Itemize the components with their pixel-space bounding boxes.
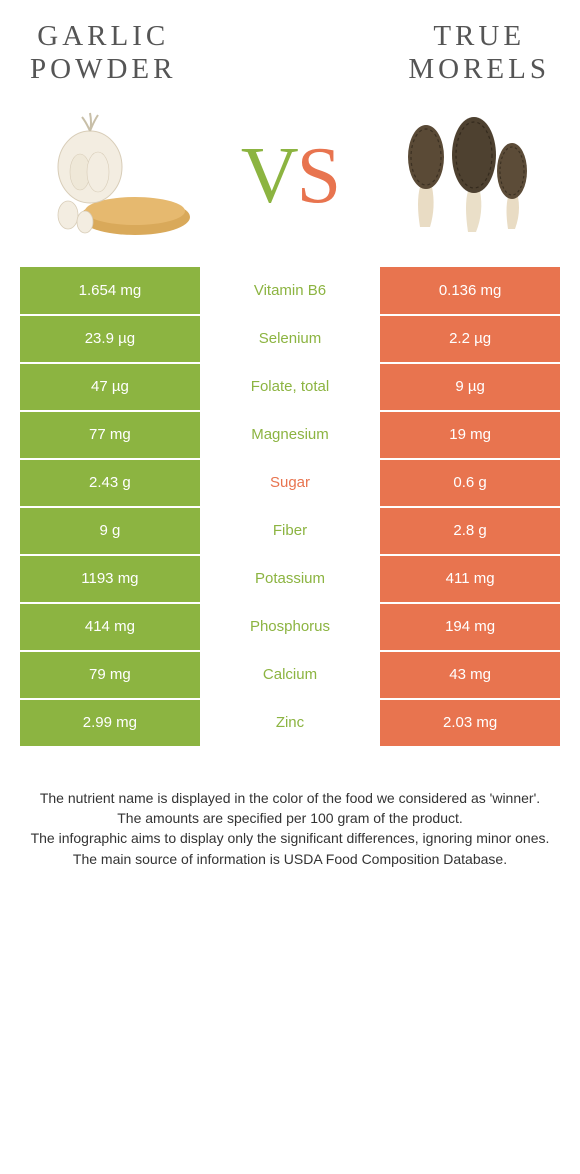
nutrient-table-body: 1.654 mgVitamin B60.136 mg23.9 µgSeleniu…: [20, 267, 560, 747]
nutrient-name: Vitamin B6: [200, 267, 380, 315]
vs-s: S: [297, 132, 340, 220]
nutrient-name: Sugar: [200, 459, 380, 507]
nutrient-name: Fiber: [200, 507, 380, 555]
morels-icon: [380, 107, 540, 247]
table-row: 1.654 mgVitamin B60.136 mg: [20, 267, 560, 315]
left-value: 414 mg: [20, 603, 200, 651]
table-row: 77 mgMagnesium19 mg: [20, 411, 560, 459]
nutrient-name: Calcium: [200, 651, 380, 699]
table-row: 2.43 gSugar0.6 g: [20, 459, 560, 507]
garlic-powder-icon: [40, 107, 200, 247]
right-title-line1: TRUE: [433, 20, 525, 52]
left-title-line1: GARLIC: [37, 20, 169, 52]
left-value: 47 µg: [20, 363, 200, 411]
table-row: 414 mgPhosphorus194 mg: [20, 603, 560, 651]
right-title-line2: MORELS: [408, 53, 550, 85]
left-title: GARLIC POWDER: [30, 20, 176, 87]
left-value: 2.43 g: [20, 459, 200, 507]
table-row: 23.9 µgSelenium2.2 µg: [20, 315, 560, 363]
vs-label: VS: [241, 131, 339, 222]
nutrient-name: Folate, total: [200, 363, 380, 411]
footer: The nutrient name is displayed in the co…: [0, 748, 580, 869]
right-value: 2.2 µg: [380, 315, 560, 363]
left-value: 23.9 µg: [20, 315, 200, 363]
table-row: 79 mgCalcium43 mg: [20, 651, 560, 699]
nutrient-name: Potassium: [200, 555, 380, 603]
left-value: 9 g: [20, 507, 200, 555]
nutrient-table: 1.654 mgVitamin B60.136 mg23.9 µgSeleniu…: [20, 267, 560, 748]
right-title: TRUE MORELS: [408, 20, 550, 87]
table-row: 9 gFiber2.8 g: [20, 507, 560, 555]
right-value: 2.03 mg: [380, 699, 560, 747]
right-value: 2.8 g: [380, 507, 560, 555]
footer-line2: The amounts are specified per 100 gram o…: [30, 808, 550, 828]
footer-line3: The infographic aims to display only the…: [30, 828, 550, 848]
right-value: 43 mg: [380, 651, 560, 699]
footer-line1: The nutrient name is displayed in the co…: [30, 788, 550, 808]
right-value: 411 mg: [380, 555, 560, 603]
left-value: 79 mg: [20, 651, 200, 699]
right-value: 0.136 mg: [380, 267, 560, 315]
nutrient-name: Magnesium: [200, 411, 380, 459]
left-value: 2.99 mg: [20, 699, 200, 747]
table-row: 47 µgFolate, total9 µg: [20, 363, 560, 411]
nutrient-name: Zinc: [200, 699, 380, 747]
left-value: 1.654 mg: [20, 267, 200, 315]
garlic-powder-image: [40, 107, 200, 247]
nutrient-name: Selenium: [200, 315, 380, 363]
footer-line4: The main source of information is USDA F…: [30, 849, 550, 869]
right-value: 0.6 g: [380, 459, 560, 507]
left-title-line2: POWDER: [30, 53, 176, 85]
header: GARLIC POWDER TRUE MORELS: [0, 0, 580, 97]
left-value: 1193 mg: [20, 555, 200, 603]
right-value: 9 µg: [380, 363, 560, 411]
table-row: 2.99 mgZinc2.03 mg: [20, 699, 560, 747]
left-value: 77 mg: [20, 411, 200, 459]
morels-image: [380, 107, 540, 247]
right-value: 194 mg: [380, 603, 560, 651]
images-row: VS: [0, 97, 580, 267]
right-value: 19 mg: [380, 411, 560, 459]
nutrient-name: Phosphorus: [200, 603, 380, 651]
vs-v: V: [241, 132, 297, 220]
table-row: 1193 mgPotassium411 mg: [20, 555, 560, 603]
